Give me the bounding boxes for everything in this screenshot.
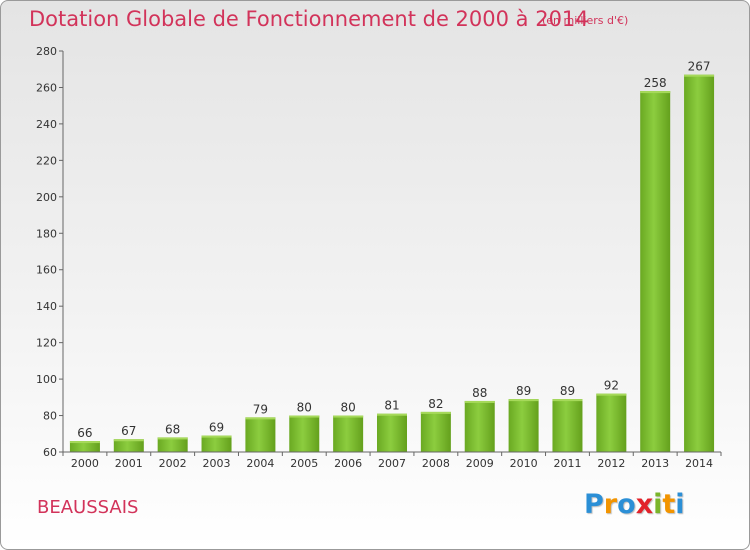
bar-top-highlight — [333, 415, 364, 418]
y-tick-label: 100 — [36, 373, 57, 386]
bar-top-highlight — [289, 415, 320, 418]
bar-value-label: 66 — [77, 426, 92, 440]
logo-letter: P — [584, 489, 604, 520]
bar-top-highlight — [157, 437, 188, 440]
x-tick-label: 2011 — [553, 457, 581, 470]
bar — [640, 91, 671, 452]
x-tick-label: 2000 — [71, 457, 99, 470]
bar — [157, 437, 188, 452]
logo-letter: o — [617, 489, 636, 520]
bar-value-label: 89 — [560, 384, 575, 398]
bar — [289, 415, 320, 452]
bar-top-highlight — [508, 399, 539, 402]
bar-value-label: 92 — [604, 379, 619, 393]
y-tick-label: 240 — [36, 118, 57, 131]
logo-letter: r — [603, 489, 618, 520]
bar-value-label: 79 — [253, 402, 268, 416]
bar-value-label: 267 — [688, 60, 711, 74]
chart-unit: (en milliers d'€) — [542, 14, 629, 27]
bar-top-highlight — [684, 74, 715, 77]
proxiti-logo[interactable]: Proxiti — [584, 489, 685, 520]
bar-top-highlight — [552, 399, 583, 402]
x-tick-label: 2004 — [246, 457, 274, 470]
bar-top-highlight — [201, 435, 232, 438]
x-tick-label: 2010 — [510, 457, 538, 470]
y-tick-label: 220 — [36, 154, 57, 167]
logo-letter: i — [653, 489, 663, 520]
x-tick-label: 2014 — [685, 457, 713, 470]
bar-top-highlight — [464, 400, 495, 403]
bar — [113, 439, 144, 452]
bar-top-highlight — [377, 413, 407, 416]
bar — [69, 441, 100, 452]
x-tick-label: 2008 — [422, 457, 450, 470]
bar-top-highlight — [245, 417, 276, 420]
x-tick-label: 2013 — [641, 457, 669, 470]
commune-name: BEAUSSAIS — [37, 497, 139, 518]
bar — [684, 74, 715, 452]
bar — [420, 411, 451, 452]
bar-top-highlight — [113, 439, 144, 442]
y-tick-label: 180 — [36, 227, 57, 240]
bar-top-highlight — [69, 441, 100, 444]
bar — [552, 399, 583, 452]
logo-letter: i — [675, 489, 685, 520]
bars-group: 66 67 68 69 79 80 80 81 82 88 89 89 92 258 267 — [69, 60, 715, 452]
bar-value-label: 82 — [428, 397, 443, 411]
bar — [596, 393, 627, 452]
y-tick-label: 80 — [43, 410, 57, 423]
bar-value-label: 258 — [644, 76, 667, 90]
logo-letter: x — [635, 489, 654, 520]
y-tick-label: 200 — [36, 191, 57, 204]
bar-value-label: 81 — [384, 399, 399, 413]
bar-top-highlight — [596, 393, 627, 396]
bar — [333, 415, 364, 452]
bar-value-label: 80 — [297, 401, 312, 415]
x-tick-label: 2012 — [597, 457, 625, 470]
bar — [201, 435, 232, 452]
y-tick-label: 60 — [43, 446, 57, 459]
bar — [508, 399, 539, 452]
bar-top-highlight — [640, 91, 671, 94]
y-tick-label: 260 — [36, 81, 57, 94]
bar-value-label: 67 — [121, 424, 136, 438]
bar-top-highlight — [420, 411, 451, 414]
logo-letter: t — [662, 489, 676, 520]
x-tick-label: 2009 — [466, 457, 494, 470]
bar — [464, 400, 495, 452]
y-tick-label: 120 — [36, 337, 57, 350]
x-tick-label: 2007 — [378, 457, 406, 470]
y-tick-label: 140 — [36, 300, 57, 313]
bar — [245, 417, 276, 452]
x-tick-label: 2006 — [334, 457, 362, 470]
bar-value-label: 69 — [209, 421, 224, 435]
y-tick-label: 160 — [36, 264, 57, 277]
x-tick-label: 2005 — [290, 457, 318, 470]
bar — [377, 413, 407, 452]
bar-value-label: 88 — [472, 386, 487, 400]
x-tick-label: 2003 — [203, 457, 231, 470]
x-tick-label: 2002 — [159, 457, 187, 470]
y-tick-label: 280 — [36, 45, 57, 58]
bar-value-label: 80 — [340, 401, 355, 415]
chart-title: Dotation Globale de Fonctionnement de 20… — [29, 7, 589, 31]
x-tick-label: 2001 — [115, 457, 143, 470]
bar-value-label: 68 — [165, 422, 180, 436]
bar-value-label: 89 — [516, 384, 531, 398]
axes-group: 60 80 100 120 140 160 180 200 220 240 260 280 2000 20… — [36, 45, 722, 470]
